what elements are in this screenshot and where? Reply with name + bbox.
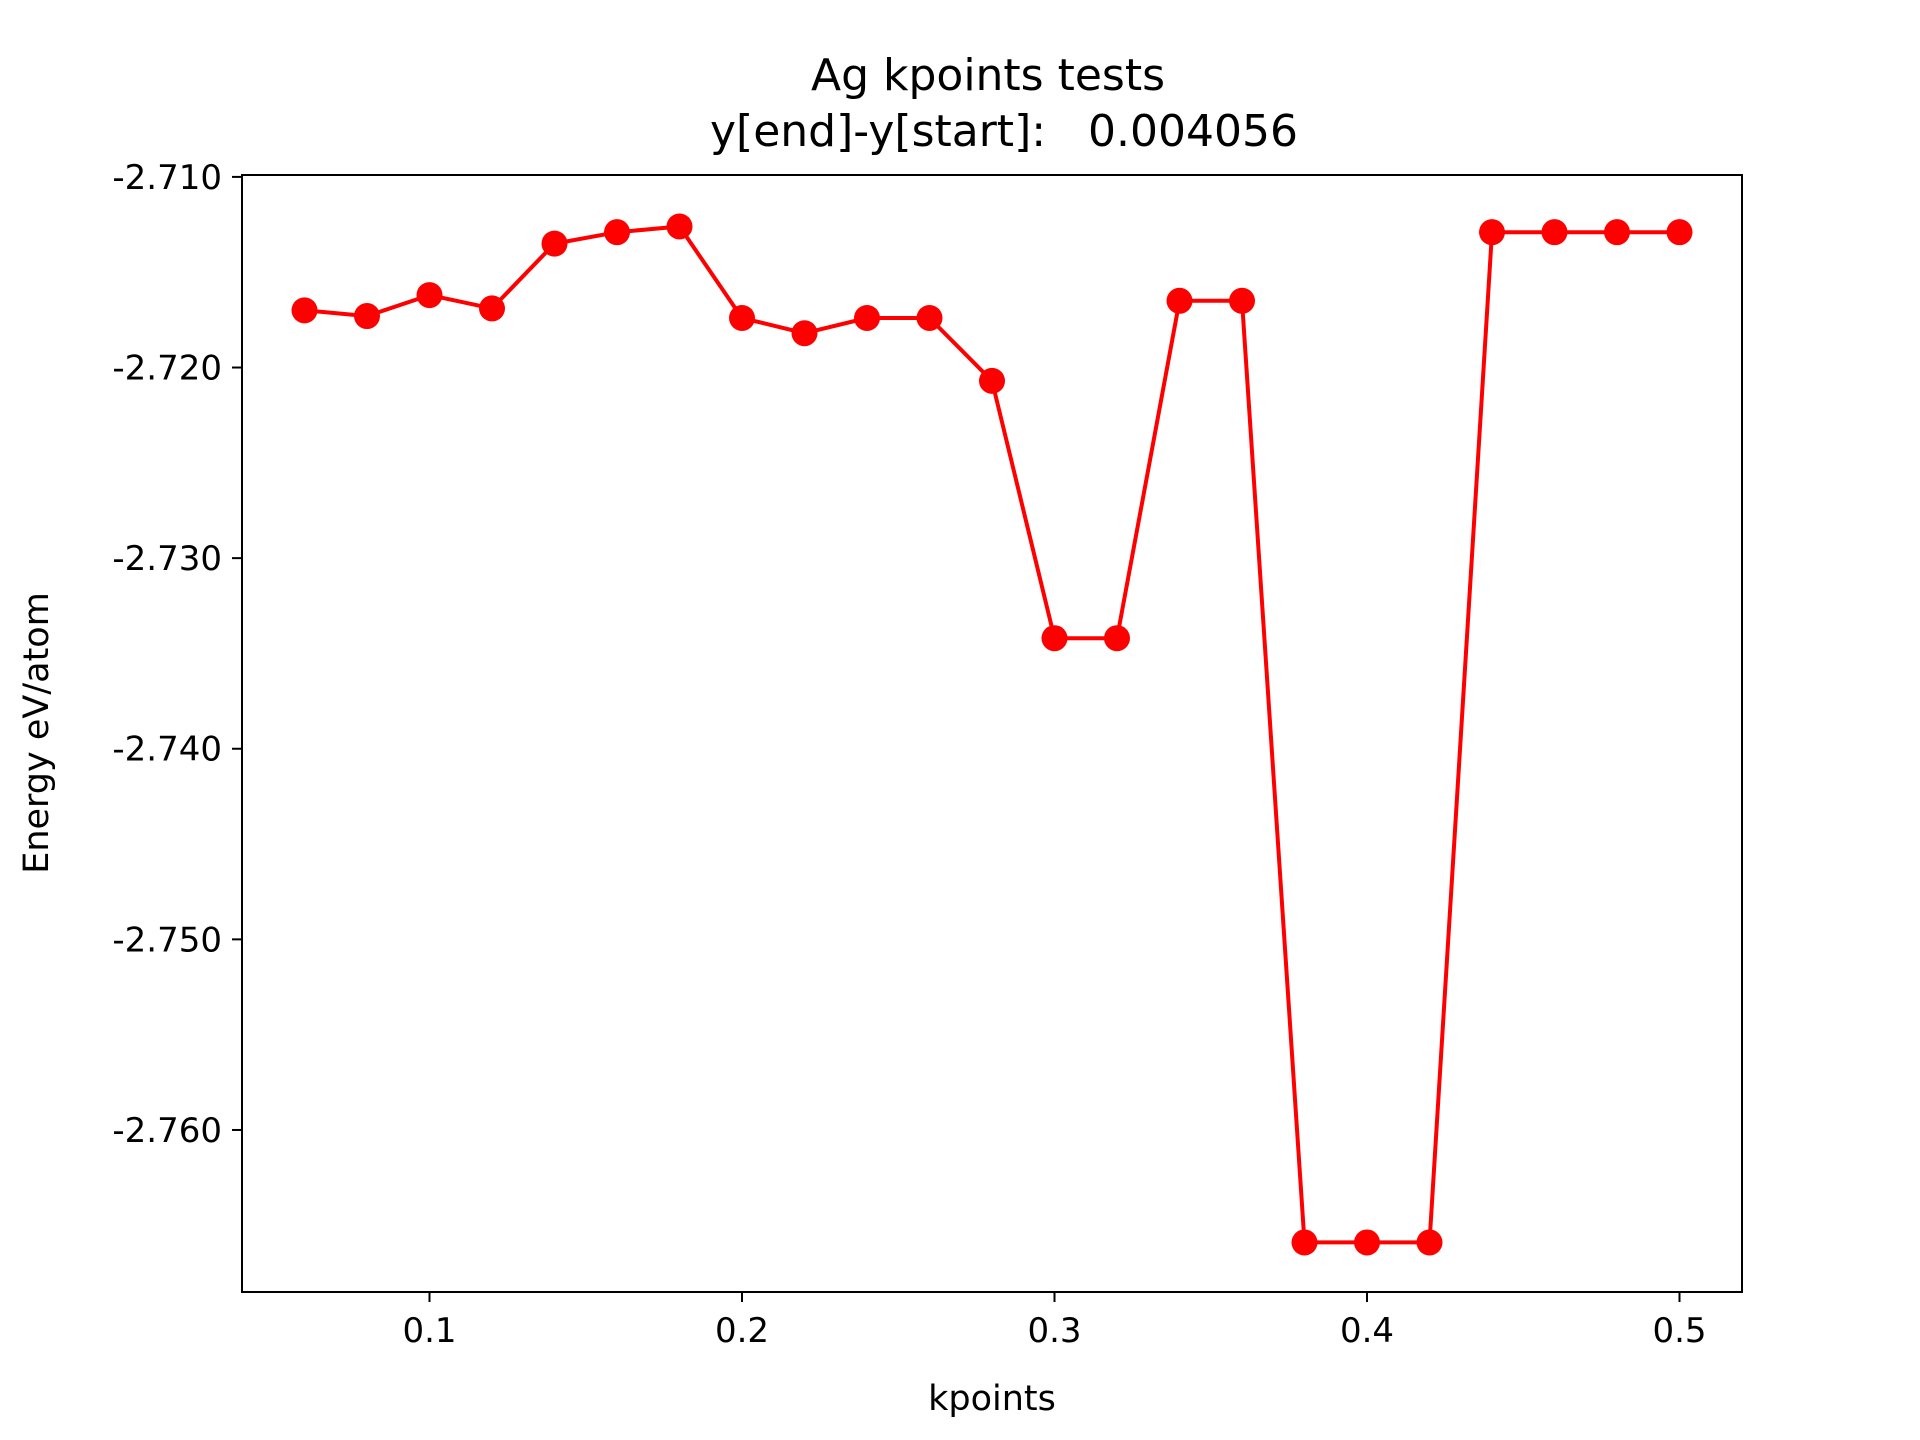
y-tick-label: -2.720 [112,349,222,389]
data-point [1416,1229,1443,1256]
data-point [979,367,1005,394]
data-point [604,219,630,246]
x-tick-label: 0.5 [1652,1311,1706,1351]
data-point [854,304,880,331]
data-point [1104,625,1130,652]
data-point [416,282,443,309]
data-point [1479,219,1505,246]
x-tick-label: 0.3 [1027,1311,1081,1351]
data-point [1166,287,1193,314]
x-axis-label: kpoints [928,1379,1056,1419]
x-axis-ticks: 0.1 0.2 0.3 0.4 0.5 [402,1292,1707,1351]
data-point [729,304,755,331]
data-point [354,303,380,330]
data-point [479,295,505,322]
data-point [1604,219,1630,246]
y-axis-label: Energy eV/atom [17,592,57,874]
x-tick-label: 0.1 [402,1311,456,1351]
y-axis-ticks: -2.710 -2.720 -2.730 -2.740 -2.750 -2.760 [112,158,242,1151]
data-point [916,304,943,331]
data-point [791,320,818,347]
data-point [1541,219,1568,246]
y-tick-label: -2.710 [112,158,222,198]
data-point [1291,1229,1318,1256]
y-tick-label: -2.760 [112,1111,222,1151]
data-point [1229,287,1255,314]
y-tick-label: -2.730 [112,539,222,579]
series-layer [291,213,1693,1256]
data-point [291,297,318,324]
y-tick-label: -2.740 [112,730,222,770]
plot-frame [241,174,1743,1293]
y-tick-label: -2.750 [112,920,222,960]
data-point [541,230,568,257]
chart-subtitle: y[end]-y[start]: 0.004056 [710,106,1298,157]
data-point [1041,625,1068,652]
x-tick-label: 0.4 [1340,1311,1394,1351]
data-point [666,213,693,240]
data-point [1666,219,1693,246]
data-point [1354,1229,1380,1256]
chart-title: Ag kpoints tests [811,50,1165,101]
x-tick-label: 0.2 [715,1311,769,1351]
